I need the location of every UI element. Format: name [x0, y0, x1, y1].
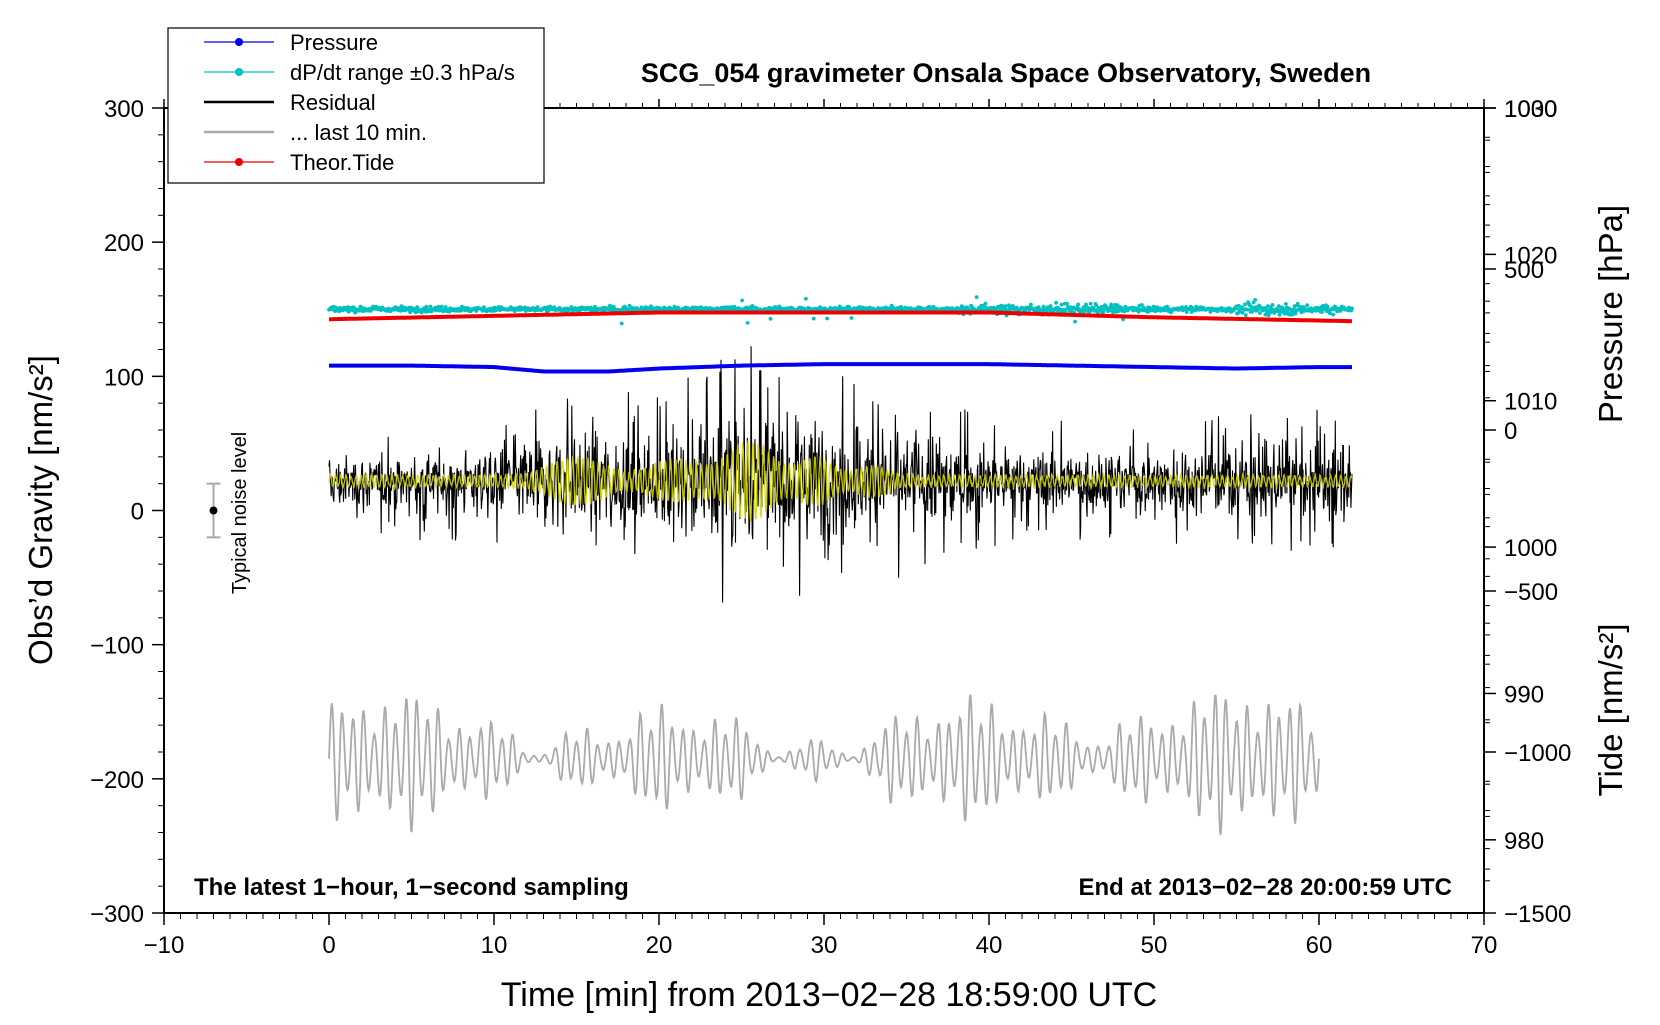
pressure-tick-label: 990: [1504, 681, 1544, 708]
x-tick-label: −10: [144, 932, 185, 959]
x-tick-label: 40: [976, 932, 1003, 959]
dpdt-point: [804, 297, 808, 301]
dpdt-point: [1284, 302, 1288, 306]
chart-title: SCG_054 gravimeter Onsala Space Observat…: [641, 58, 1371, 88]
pressure-tick-label: 980: [1504, 828, 1544, 855]
dpdt-point: [1029, 303, 1033, 307]
legend-label: ... last 10 min.: [290, 120, 427, 145]
legend-marker: [235, 68, 243, 76]
tide-tick-label: −1000: [1504, 740, 1571, 767]
dpdt-point: [440, 305, 444, 309]
annotation-end-time: End at 2013−02−28 20:00:59 UTC: [1078, 874, 1452, 901]
dpdt-point: [1331, 313, 1335, 317]
dpdt-point: [769, 317, 773, 321]
dpdt-point: [425, 305, 429, 309]
dpdt-point: [746, 321, 750, 325]
dpdt-point: [740, 299, 744, 303]
y-axis-label-left: Obs’d Gravity [nm/s²]: [22, 355, 59, 665]
pressure-tick-label: 1000: [1504, 535, 1557, 562]
chart-svg: −10 0 10 20 30 40 50 60 70−300−200−1000100200300…: [0, 0, 1660, 1020]
y-tick-label: −200: [90, 767, 144, 794]
y-axis-label-pressure: Pressure [hPa]: [1592, 205, 1629, 423]
dpdt-point: [850, 316, 854, 320]
tide-tick-label: 1000: [1504, 96, 1557, 123]
legend-label: Pressure: [290, 30, 378, 55]
x-tick-label: 20: [646, 932, 673, 959]
dpdt-point: [975, 295, 979, 299]
tide-tick-label: 0: [1504, 418, 1517, 445]
dpdt-point: [825, 317, 829, 321]
x-tick-label: 70: [1471, 932, 1498, 959]
x-tick-label: 50: [1141, 932, 1168, 959]
dpdt-point: [1089, 302, 1093, 306]
dpdt-point: [1065, 302, 1069, 306]
pressure-tick-label: 1010: [1504, 389, 1557, 416]
chart-figure: −10 0 10 20 30 40 50 60 70 −300 −200 −100 0 100 200 300…: [0, 0, 1660, 1020]
dpdt-point: [1305, 303, 1309, 307]
x-axis-label: Time [min] from 2013−02−28 18:59:00 UTC: [501, 976, 1157, 1014]
dpdt-point: [1320, 310, 1324, 314]
dpdt-point: [620, 322, 624, 326]
legend-label: Residual: [290, 90, 376, 115]
y-axis-label-tide: Tide [nm/s²]: [1592, 624, 1629, 797]
legend: Pressure dP/dt range ±0.3 hPa/s Residual..…: [168, 28, 544, 183]
dpdt-point: [1326, 305, 1330, 309]
y-tick-label: −100: [90, 633, 144, 660]
y-tick-label: 0: [131, 499, 144, 526]
dpdt-point: [1271, 303, 1275, 307]
x-tick-label: 60: [1306, 932, 1333, 959]
dpdt-point: [429, 305, 433, 309]
x-tick-label: 30: [811, 932, 838, 959]
dpdt-point: [1243, 303, 1247, 307]
dpdt-point: [1244, 313, 1248, 317]
y-tick-label: −300: [90, 901, 144, 928]
dpdt-point: [1258, 311, 1262, 315]
annotation-latest-hour: The latest 1−hour, 1−second sampling: [194, 874, 629, 901]
noise-bar-center: [210, 507, 218, 515]
noise-level-label: Typical noise level: [229, 432, 251, 594]
dpdt-point: [1073, 320, 1077, 324]
dpdt-point: [1076, 303, 1080, 307]
x-tick-label: 0: [322, 932, 335, 959]
dpdt-point: [983, 302, 987, 306]
dpdt-point: [1049, 304, 1053, 308]
dpdt-point: [1253, 298, 1257, 302]
tide-tick-label: −500: [1504, 579, 1558, 606]
legend-marker: [235, 38, 243, 46]
y-tick-label: 300: [104, 96, 144, 123]
dpdt-point: [1054, 301, 1058, 305]
tide-tick-label: −1500: [1504, 901, 1571, 928]
tide-tick-label: 500: [1504, 257, 1544, 284]
legend-label: Theor.Tide: [290, 150, 394, 175]
x-tick-label: 10: [481, 932, 508, 959]
legend-label: dP/dt range ±0.3 hPa/s: [290, 60, 515, 85]
legend-marker: [235, 158, 243, 166]
y-tick-label: 200: [104, 230, 144, 257]
y-tick-label: 100: [104, 364, 144, 391]
dpdt-point: [812, 317, 816, 321]
